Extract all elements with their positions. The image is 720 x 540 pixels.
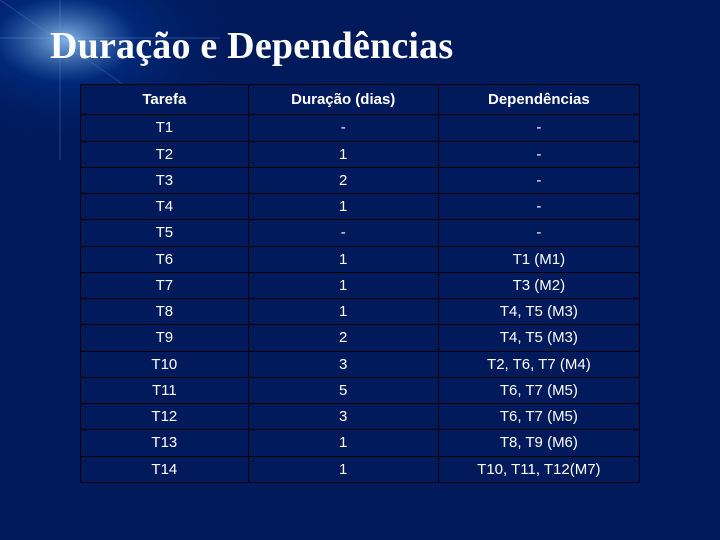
slide: Duração e Dependências Tarefa Duração (d… <box>0 0 720 540</box>
table-cell: 2 <box>248 167 438 193</box>
table-cell: T4, T5 (M3) <box>438 299 639 325</box>
table-cell: T6, T7 (M5) <box>438 377 639 403</box>
table-cell: - <box>438 141 639 167</box>
table-row: T1-- <box>81 115 640 141</box>
table-row: T61T1 (M1) <box>81 246 640 272</box>
table-row: T123T6, T7 (M5) <box>81 404 640 430</box>
table-cell: T4 <box>81 194 249 220</box>
table-row: T131T8, T9 (M6) <box>81 430 640 456</box>
table-cell: T13 <box>81 430 249 456</box>
dependencies-table-container: Tarefa Duração (dias) Dependências T1--T… <box>80 84 640 483</box>
table-cell: 1 <box>248 456 438 482</box>
table-cell: T14 <box>81 456 249 482</box>
table-cell: 3 <box>248 404 438 430</box>
table-cell: T10, T11, T12(M7) <box>438 456 639 482</box>
table-row: T32- <box>81 167 640 193</box>
table-cell: - <box>248 220 438 246</box>
table-cell: 3 <box>248 351 438 377</box>
table-row: T71T3 (M2) <box>81 272 640 298</box>
col-header-duracao: Duração (dias) <box>248 85 438 115</box>
table-cell: T2 <box>81 141 249 167</box>
table-header-row: Tarefa Duração (dias) Dependências <box>81 85 640 115</box>
table-cell: T9 <box>81 325 249 351</box>
table-cell: T6, T7 (M5) <box>438 404 639 430</box>
table-cell: T11 <box>81 377 249 403</box>
table-cell: T4, T5 (M3) <box>438 325 639 351</box>
table-cell: T1 (M1) <box>438 246 639 272</box>
table-cell: - <box>438 167 639 193</box>
table-cell: T2, T6, T7 (M4) <box>438 351 639 377</box>
col-header-dependencias: Dependências <box>438 85 639 115</box>
table-cell: 2 <box>248 325 438 351</box>
table-row: T21- <box>81 141 640 167</box>
table-row: T41- <box>81 194 640 220</box>
table-cell: T1 <box>81 115 249 141</box>
table-cell: T10 <box>81 351 249 377</box>
table-cell: T7 <box>81 272 249 298</box>
table-row: T103T2, T6, T7 (M4) <box>81 351 640 377</box>
table-cell: T8 <box>81 299 249 325</box>
col-header-tarefa: Tarefa <box>81 85 249 115</box>
table-cell: - <box>438 115 639 141</box>
table-cell: 1 <box>248 141 438 167</box>
table-cell: 1 <box>248 246 438 272</box>
table-cell: T3 (M2) <box>438 272 639 298</box>
slide-title: Duração e Dependências <box>50 24 453 68</box>
table-cell: 1 <box>248 299 438 325</box>
table-cell: 1 <box>248 272 438 298</box>
table-cell: T3 <box>81 167 249 193</box>
table-cell: T5 <box>81 220 249 246</box>
table-cell: - <box>438 194 639 220</box>
table-cell: - <box>438 220 639 246</box>
table-row: T81T4, T5 (M3) <box>81 299 640 325</box>
table-cell: 5 <box>248 377 438 403</box>
table-row: T115T6, T7 (M5) <box>81 377 640 403</box>
table-cell: T8, T9 (M6) <box>438 430 639 456</box>
table-cell: - <box>248 115 438 141</box>
table-cell: T12 <box>81 404 249 430</box>
table-row: T5-- <box>81 220 640 246</box>
table-cell: 1 <box>248 194 438 220</box>
table-cell: 1 <box>248 430 438 456</box>
dependencies-table: Tarefa Duração (dias) Dependências T1--T… <box>80 84 640 483</box>
table-cell: T6 <box>81 246 249 272</box>
table-row: T141T10, T11, T12(M7) <box>81 456 640 482</box>
table-row: T92T4, T5 (M3) <box>81 325 640 351</box>
